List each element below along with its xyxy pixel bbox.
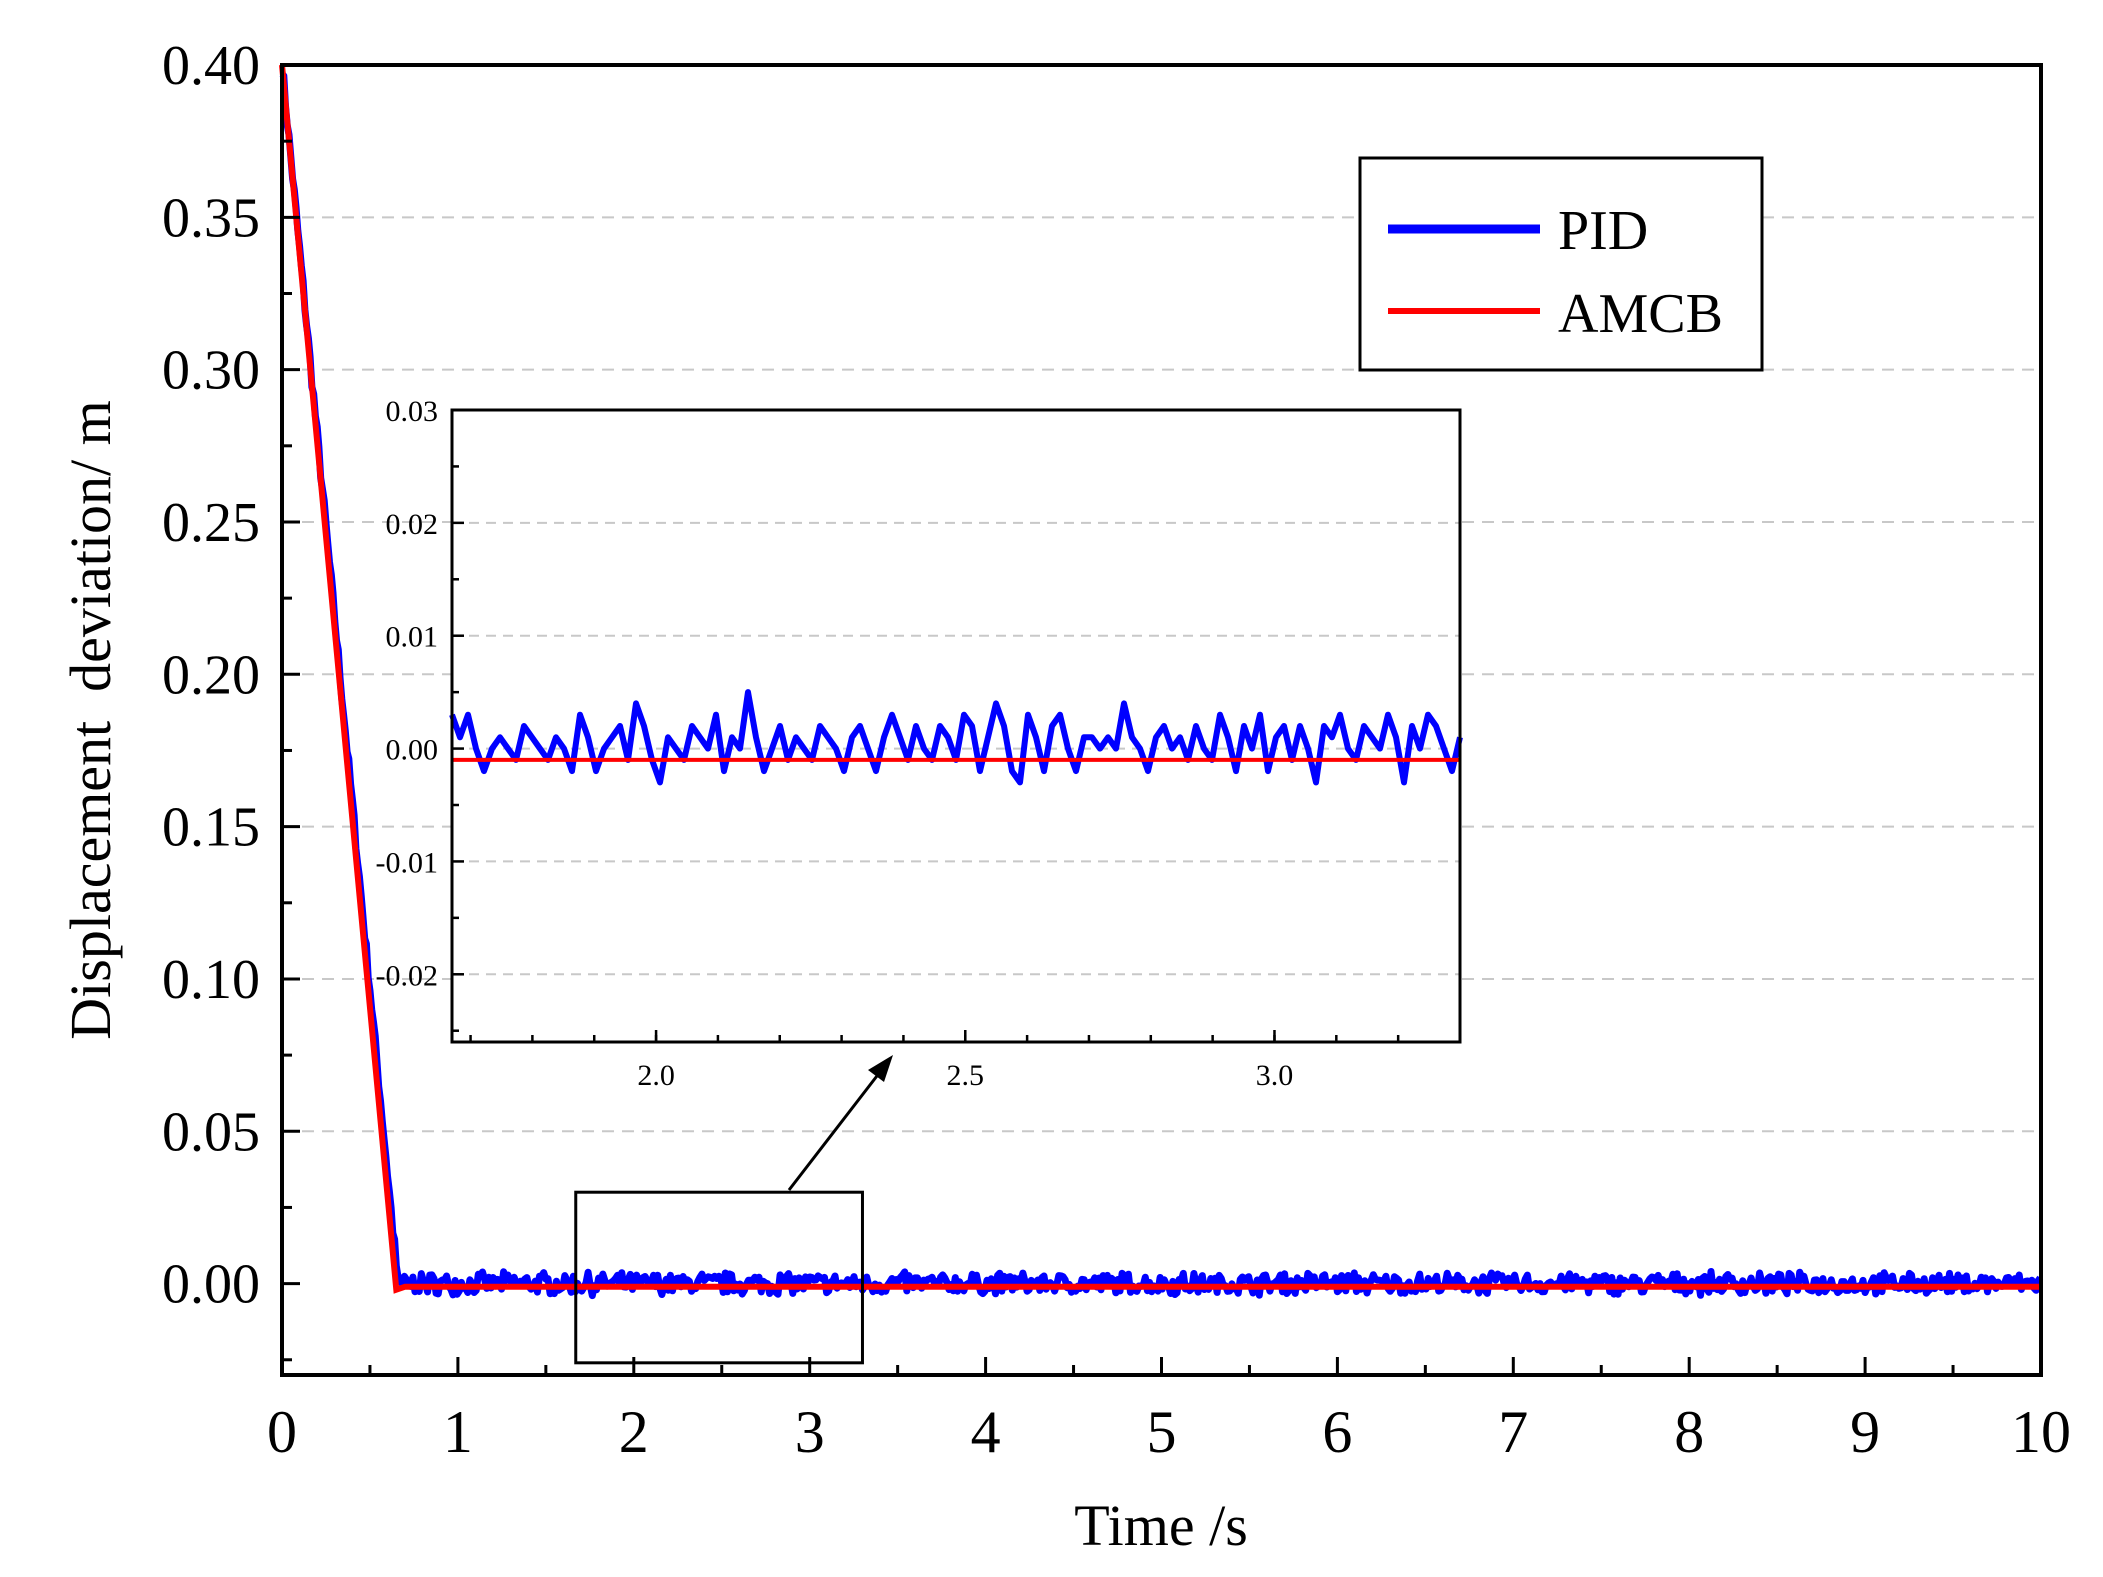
inset-y-tick-label: 0.02 [386,508,439,541]
main-x-tick-label: 7 [1498,1399,1528,1465]
main-y-tick-label: 0.30 [162,340,260,402]
main-y-tick-label: 0.25 [162,492,260,554]
inset-x-tick-label: 2.0 [637,1059,675,1092]
inset-x-tick-label: 2.5 [947,1059,985,1092]
inset-y-tick-label: 0.03 [386,395,439,428]
main-y-tick-label: 0.35 [162,187,260,249]
main-y-tick-label: 0.00 [162,1254,260,1316]
main-tick-labels: 0.00 0.05 0.10 0.15 0.20 0.25 0.30 0.35 0.40 0 1 2 3… [162,35,2071,1465]
main-x-tick-label: 8 [1674,1399,1704,1465]
main-series-group [279,64,2044,1300]
main-axis-ticks [280,63,2043,1375]
inset-y-tick-label: 0.01 [386,621,439,654]
main-x-tick-label: 2 [619,1399,649,1465]
inset-y-tick-label: -0.02 [376,959,439,992]
inset-axis-ticks [452,408,1400,1042]
main-y-tick-label: 0.10 [162,949,260,1011]
main-x-tick-label: 5 [1147,1399,1177,1465]
main-x-tick-label: 6 [1322,1399,1352,1465]
legend-label-pid: PID [1558,200,1648,262]
main-y-tick-label: 0.15 [162,797,260,859]
main-x-tick-label: 9 [1850,1399,1880,1465]
inset-series-group [449,689,1463,786]
main-x-tick-label: 1 [443,1399,473,1465]
main-y-tick-label: 0.40 [162,35,260,97]
legend: PID AMCB [1358,156,1764,372]
legend-label-amcb: AMCB [1558,283,1723,345]
inset-plot-frame [450,408,1462,1044]
main-x-tick-label: 4 [971,1399,1001,1465]
y-axis-title: Displacement deviation/ m [58,400,123,1039]
main-y-tick-label: 0.05 [162,1101,260,1163]
inset-y-tick-label: -0.01 [376,846,439,879]
legend-box [1358,156,1764,372]
zoom-region-box [574,1190,864,1365]
main-x-tick-label: 10 [2011,1399,2071,1465]
main-y-tick-label: 0.20 [162,644,260,706]
series-line-amcb [279,64,2041,1294]
inset-x-tick-label: 3.0 [1256,1059,1294,1092]
main-x-tick-label: 0 [267,1399,297,1465]
main-x-tick-label: 3 [795,1399,825,1465]
zoom-arrow [787,1055,893,1191]
x-axis-title: Time /s [1074,1493,1248,1558]
inset-background [452,410,1460,1042]
inset-tick-labels: 0.03 0.02 0.01 0.00 -0.01 -0.02 2.0 2.5 3.0 [376,395,1294,1092]
inset-y-tick-label: 0.00 [386,734,439,767]
